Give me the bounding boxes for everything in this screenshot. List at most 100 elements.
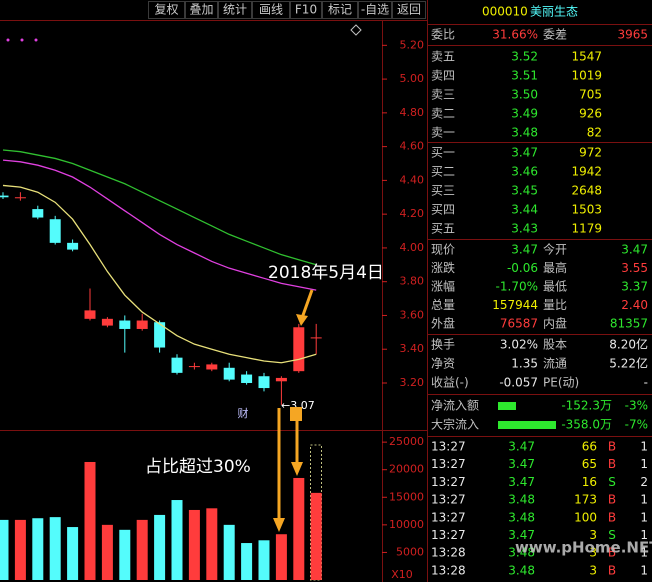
stat-value: 2.40 (621, 298, 648, 312)
toolbar-label[interactable]: 统计 (223, 3, 247, 17)
trade-side: B (608, 563, 616, 577)
trade-time: 13:28 (431, 546, 466, 560)
candle-body (67, 242, 79, 250)
volume-bar (171, 500, 183, 580)
volume-bar (293, 477, 305, 580)
stat-value: 5.22亿 (609, 356, 648, 371)
projected-volume-box (310, 444, 322, 581)
book-volume: 705 (579, 88, 602, 102)
moving-average (2, 159, 317, 291)
book-volume: 1503 (571, 203, 602, 217)
toolbar-label[interactable]: 叠加 (189, 3, 213, 17)
volume-bar (206, 508, 218, 580)
book-volume: 1547 (571, 50, 602, 64)
stat-label: 今开 (543, 242, 567, 257)
y-tick-label: 3.80 (400, 275, 425, 288)
volume-tick-label: 10000 (389, 518, 424, 531)
flow-value: -358.0万 (561, 418, 612, 432)
stat-label: 涨幅 (431, 279, 455, 294)
toolbar-button[interactable] (358, 1, 392, 19)
toolbar-label[interactable]: 返回 (397, 3, 421, 17)
toolbar-button[interactable] (148, 1, 185, 19)
trade-count: 1 (640, 440, 648, 454)
candle-body (136, 320, 148, 329)
flow-percent: -7% (625, 418, 648, 432)
trade-volume: 3 (589, 563, 597, 577)
toolbar-label[interactable]: -自选 (361, 3, 389, 17)
stat-label: 现价 (431, 243, 455, 257)
toolbar-label[interactable]: 复权 (154, 3, 178, 17)
volume-bar (32, 518, 44, 580)
toolbar-label[interactable]: 标记 (328, 3, 352, 17)
trade-volume: 3 (589, 546, 597, 560)
stat-value: 81357 (610, 317, 648, 331)
stat-value: 3.47 (621, 243, 648, 257)
diamond-icon[interactable] (350, 24, 362, 36)
marker-dot (20, 38, 24, 42)
volume-bar (0, 519, 9, 580)
trade-volume: 100 (574, 510, 597, 524)
stat-label: 涨跌 (431, 260, 455, 275)
volume-bar (67, 527, 79, 580)
volume-bar (49, 517, 61, 580)
stat-value: 8.20亿 (609, 337, 648, 352)
flow-label: 大宗流入 (431, 417, 479, 432)
candle-body (154, 322, 166, 348)
flow-bar (498, 402, 516, 410)
y-tick-label: 4.00 (400, 241, 425, 254)
ratio-label: 委比 (431, 28, 455, 42)
book-label: 买四 (431, 203, 455, 217)
book-volume: 926 (579, 107, 602, 121)
candle-body (293, 327, 305, 372)
y-tick-label: 4.80 (400, 106, 425, 119)
book-price: 3.52 (511, 50, 538, 64)
trade-side: B (608, 457, 616, 471)
toolbar-button[interactable] (392, 1, 426, 19)
trade-side: S (608, 475, 616, 489)
toolbar-button[interactable] (322, 1, 358, 19)
trade-time: 13:27 (431, 528, 466, 542)
candle-body (49, 219, 61, 243)
book-price: 3.44 (511, 203, 538, 217)
volume-bar (101, 524, 113, 580)
stat-label: 股本 (543, 338, 567, 352)
candle-body (206, 364, 218, 370)
stock-name: 美丽生态 (530, 5, 578, 19)
toolbar-button[interactable] (218, 1, 252, 19)
volume-bar (136, 519, 148, 580)
volume-bar (310, 492, 322, 580)
y-tick-label: 5.00 (400, 72, 425, 85)
toolbar-button[interactable] (185, 1, 218, 19)
y-tick-label: 3.40 (400, 342, 425, 355)
trade-price: 3.47 (508, 528, 535, 542)
book-volume: 1942 (571, 165, 602, 179)
toolbar-button[interactable] (252, 1, 290, 19)
toolbar-label[interactable]: F10 (295, 3, 317, 17)
flow-bar (498, 421, 556, 429)
candle-body (188, 366, 200, 368)
trade-price: 3.48 (508, 493, 535, 507)
trade-time: 13:27 (431, 493, 466, 507)
candle-body (171, 357, 183, 373)
volume-bar (223, 524, 235, 580)
book-label: 卖一 (431, 126, 455, 140)
marker-dot (6, 38, 10, 42)
volume-bar (84, 461, 96, 580)
volume-bar (275, 534, 287, 580)
stat-label: 换手 (431, 338, 455, 352)
toolbar-label[interactable]: 画线 (259, 3, 283, 17)
trade-time: 13:27 (431, 457, 466, 471)
y-tick-label: 4.20 (400, 207, 425, 220)
y-tick-label: 5.20 (400, 38, 425, 51)
watermark: www.pHome.NET (515, 539, 652, 557)
book-volume: 2648 (571, 184, 602, 198)
candle-body (310, 337, 322, 339)
toolbar-button[interactable] (290, 1, 322, 19)
trade-side: S (608, 528, 616, 542)
trade-price: 3.48 (508, 563, 535, 577)
volume-tick-label: 25000 (389, 435, 424, 448)
trade-count: 1 (640, 528, 648, 542)
y-tick-label: 3.60 (400, 308, 425, 321)
